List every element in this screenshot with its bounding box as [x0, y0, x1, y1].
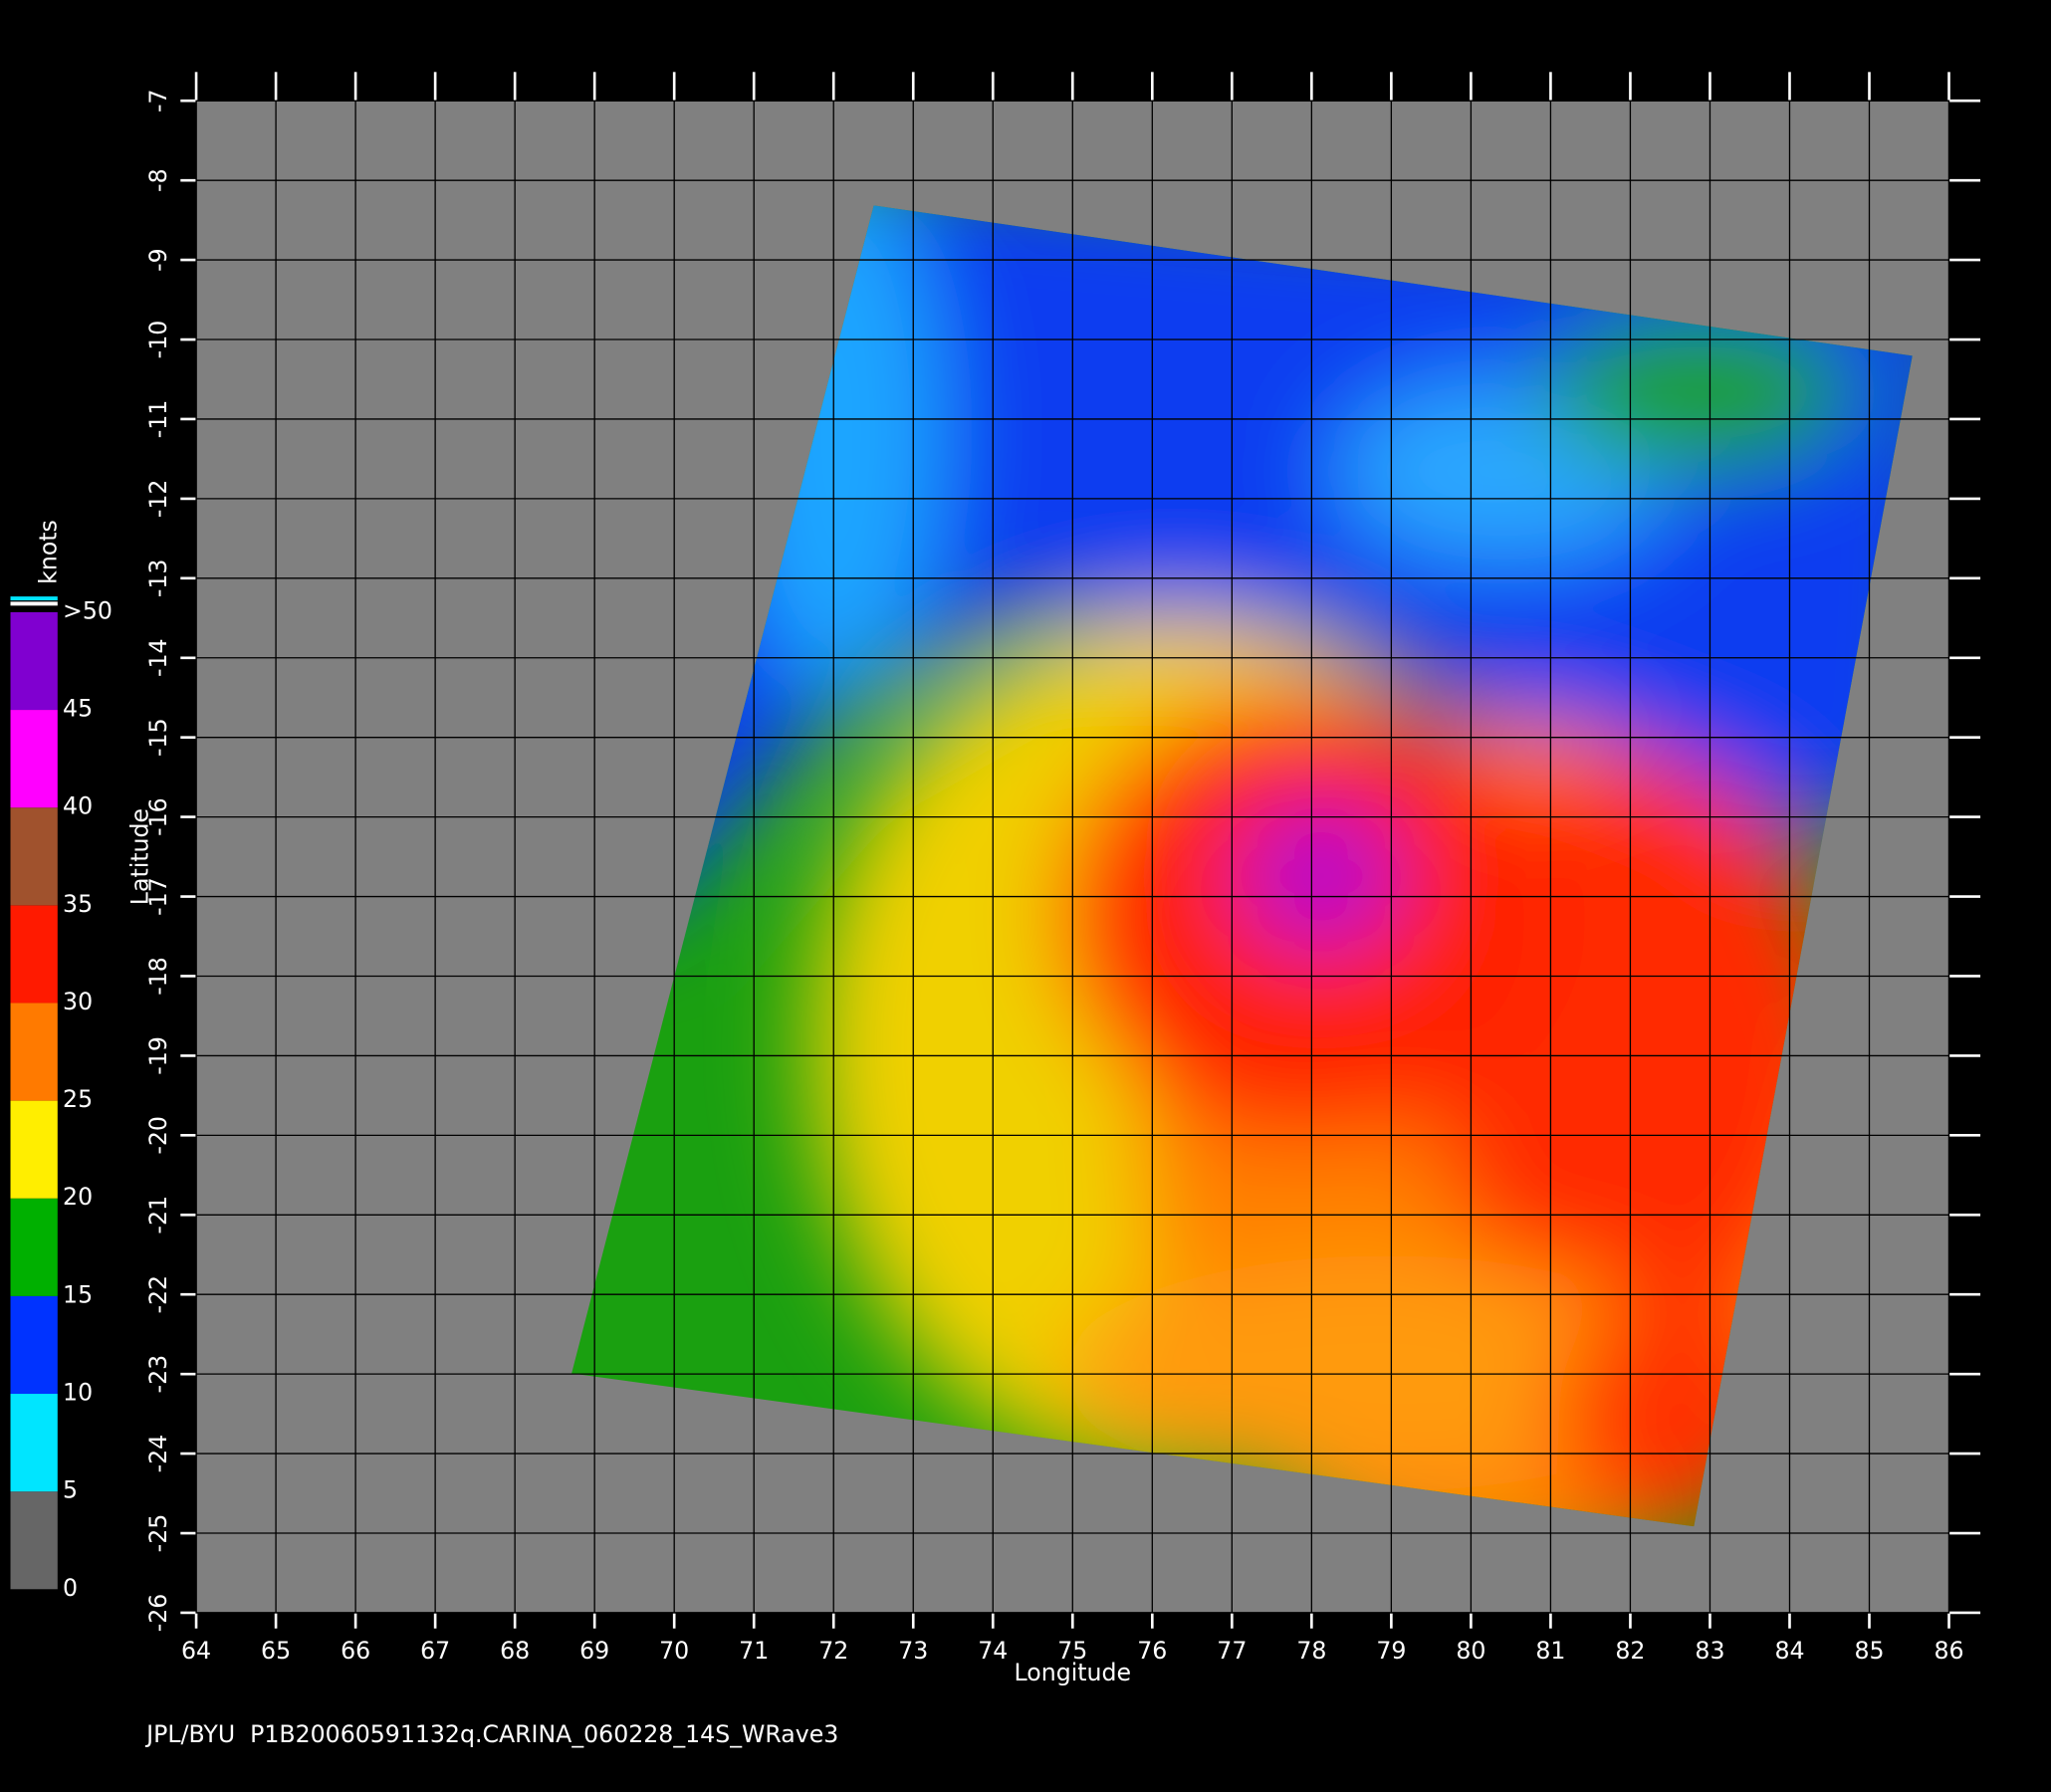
y-tick-label: -23 — [144, 1355, 172, 1394]
colorbar-segment — [10, 1295, 58, 1395]
footer-title: JPL/BYU P1B20060591132q.CARINA_060228_14… — [144, 1720, 838, 1748]
colorbar-segment — [10, 1003, 58, 1101]
y-tick-label: -13 — [144, 560, 172, 598]
colorbar-segment — [10, 1100, 58, 1199]
y-tick-label: -21 — [144, 1196, 172, 1234]
x-tick-label: 84 — [1774, 1637, 1804, 1665]
colorbar-segment — [10, 1394, 58, 1492]
x-tick-label: 69 — [579, 1637, 609, 1665]
colorbar-tick-label: 25 — [63, 1085, 93, 1113]
y-tick-label: -20 — [144, 1116, 172, 1155]
y-tick-label: -24 — [144, 1435, 172, 1473]
x-tick-label: 67 — [420, 1637, 450, 1665]
y-tick-label: -7 — [144, 89, 172, 112]
x-tick-label: 71 — [739, 1637, 769, 1665]
colorbar-cap — [10, 601, 58, 606]
y-tick-label: -12 — [144, 480, 172, 519]
colorbar-segment — [10, 905, 58, 1004]
colorbar-segment — [10, 710, 58, 808]
y-axis-label: Latitude — [125, 808, 153, 905]
colorbar-segment — [10, 1198, 58, 1296]
x-tick-label: 66 — [341, 1637, 370, 1665]
colorbar-tick-label: 40 — [63, 792, 93, 820]
x-tick-label: 78 — [1296, 1637, 1326, 1665]
x-tick-label: 64 — [181, 1637, 211, 1665]
colorbar-tick-label: 20 — [63, 1183, 93, 1211]
x-tick-label: 77 — [1217, 1637, 1247, 1665]
y-tick-label: -17 — [144, 877, 172, 916]
axes: 64 65 66 67 68 69 70 71 72 73 74 75 76 77 78 79 80 81 82 83… — [144, 72, 1981, 1665]
colorbar-tick-label: 45 — [63, 695, 93, 723]
x-tick-label: 72 — [818, 1637, 848, 1665]
colorbar-tick-label: 0 — [63, 1574, 78, 1602]
colorbar-tick-label: 35 — [63, 890, 93, 918]
colorbar-label: knots — [34, 520, 62, 584]
colorbar-segment — [10, 611, 58, 711]
y-tick-label: -25 — [144, 1514, 172, 1553]
x-tick-label: 70 — [659, 1637, 689, 1665]
colorbar-tick-label: 30 — [63, 988, 93, 1015]
plot-frame — [195, 100, 1950, 1614]
colorbar-tick-label: 10 — [63, 1379, 93, 1407]
x-tick-label: 76 — [1137, 1637, 1167, 1665]
x-tick-label: 74 — [978, 1637, 1008, 1665]
x-tick-label: 83 — [1695, 1637, 1724, 1665]
x-tick-label: 86 — [1934, 1637, 1963, 1665]
x-tick-label: 68 — [500, 1637, 530, 1665]
y-tick-label: -14 — [144, 638, 172, 677]
x-tick-label: 82 — [1615, 1637, 1645, 1665]
colorbar-segment — [10, 807, 58, 906]
y-tick-label: -26 — [144, 1594, 172, 1633]
x-tick-label: 73 — [898, 1637, 928, 1665]
x-tick-label: 80 — [1456, 1637, 1485, 1665]
y-tick-label: -22 — [144, 1275, 172, 1314]
x-axis-label: Longitude — [1015, 1659, 1132, 1686]
x-tick-label: 81 — [1535, 1637, 1565, 1665]
y-tick-label: -10 — [144, 321, 172, 359]
colorbar-tick-label: >50 — [63, 596, 113, 624]
colorbar-tick-label: 15 — [63, 1280, 93, 1308]
y-tick-label: -9 — [144, 248, 172, 272]
colorbar-cap — [10, 596, 58, 601]
x-tick-label: 85 — [1854, 1637, 1884, 1665]
y-tick-label: -18 — [144, 957, 172, 996]
x-tick-label: 65 — [261, 1637, 291, 1665]
y-tick-label: -8 — [144, 168, 172, 192]
x-tick-label: 75 — [1057, 1637, 1087, 1665]
y-tick-label: -15 — [144, 718, 172, 757]
y-tick-label: -16 — [144, 797, 172, 836]
y-tick-label: -11 — [144, 400, 172, 439]
x-tick-label: 79 — [1376, 1637, 1406, 1665]
y-tick-label: -19 — [144, 1036, 172, 1075]
colorbar-tick-label: 5 — [63, 1476, 78, 1504]
colorbar-segment — [10, 1491, 58, 1590]
